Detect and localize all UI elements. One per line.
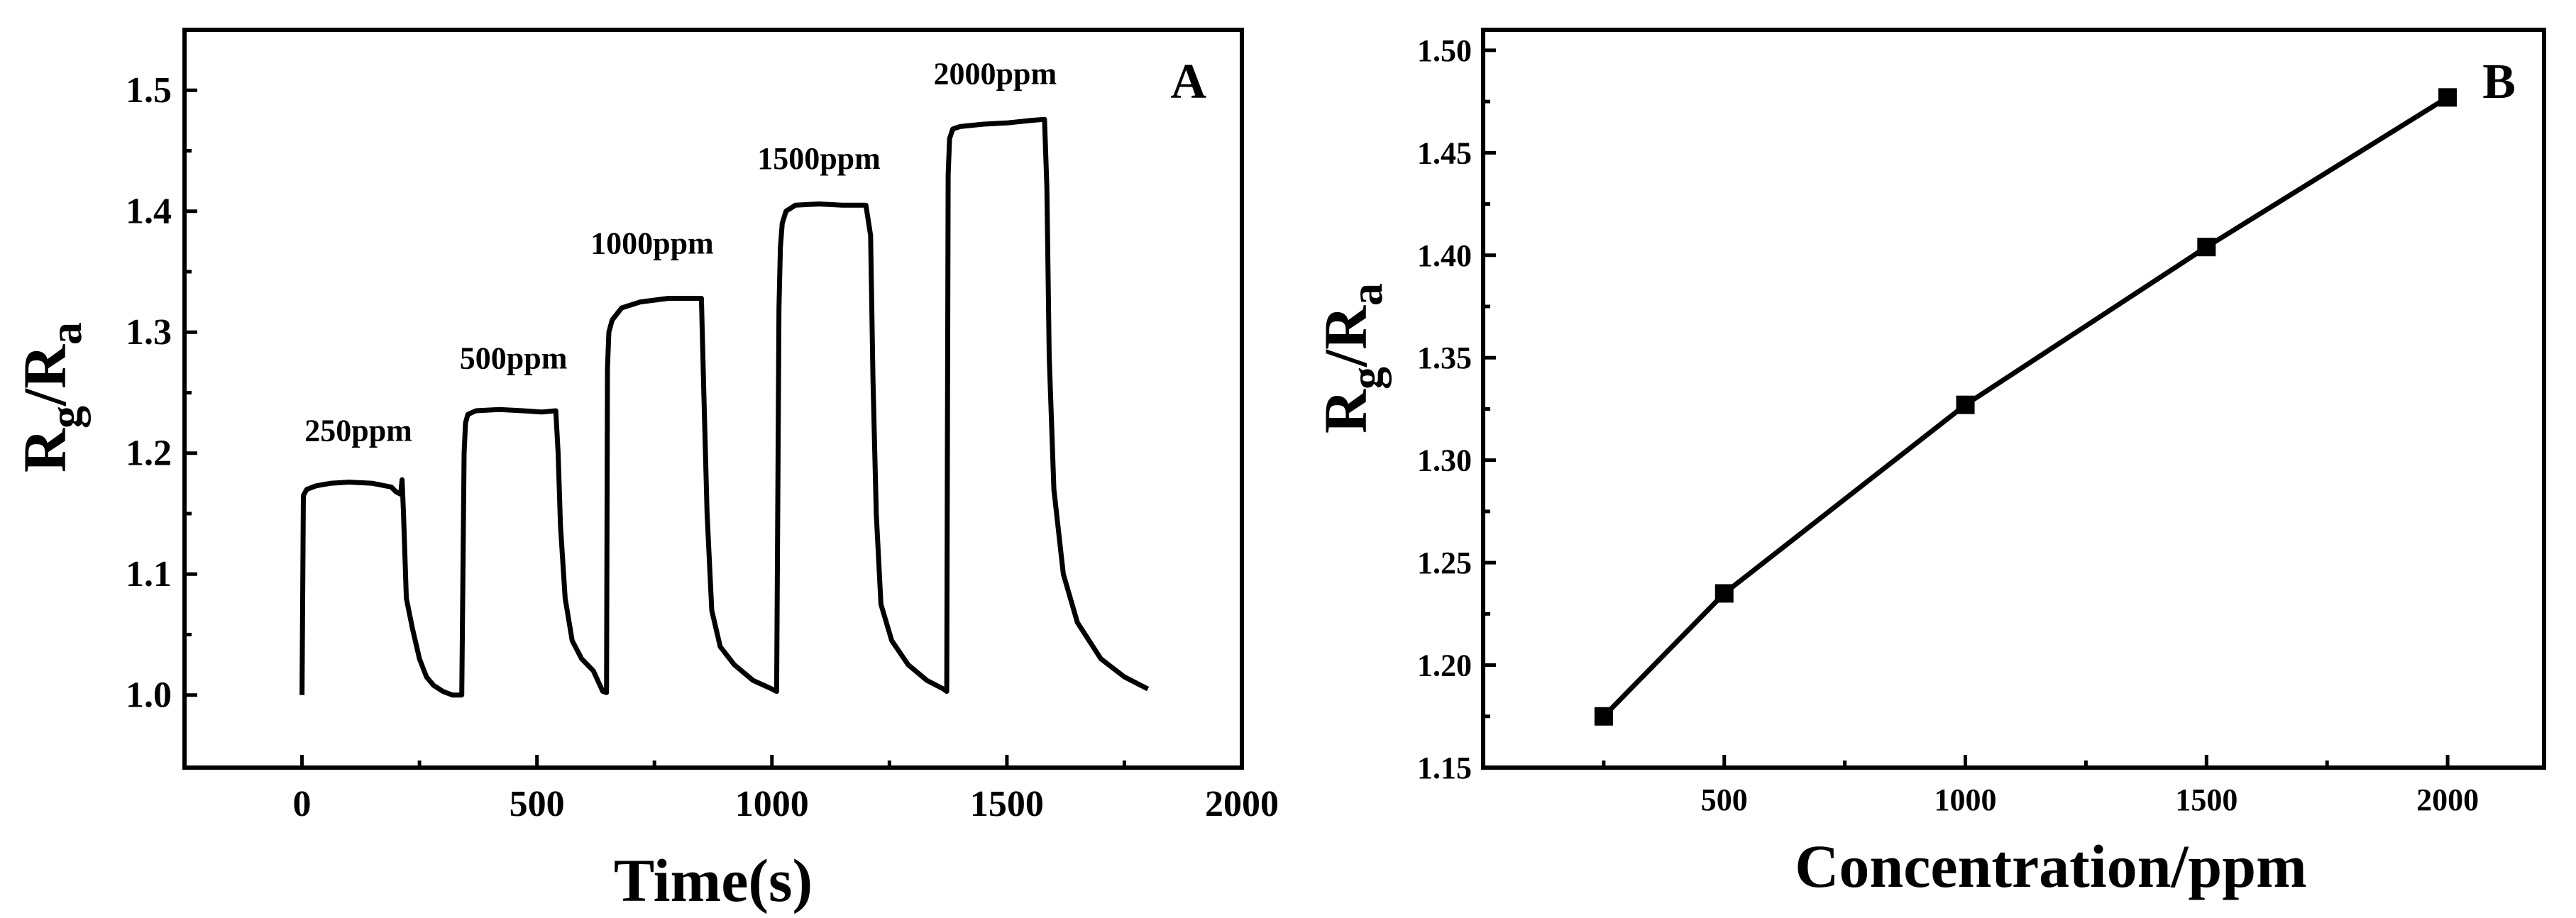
chart-a-x-tick-label: 2000 (1205, 784, 1279, 824)
chart-b-data-point (2438, 88, 2457, 107)
chart-a-x-tick-label: 0 (293, 784, 312, 824)
chart-a-y-axis: 1.0 1.1 1.2 1.3 1.4 1.5 (126, 70, 197, 716)
chart-b-x-axis: 500 1000 1500 2000 (1602, 755, 2479, 817)
chart-b-data-point (1594, 707, 1613, 726)
chart-a-y-title-sub-a: a (40, 322, 91, 345)
chart-b-x-tick-label: 1000 (1934, 782, 1997, 817)
chart-b-plot-frame (1481, 28, 2546, 770)
chart-b-y-tick-label: 1.40 (1417, 238, 1472, 273)
chart-a-y-tick-label: 1.3 (126, 312, 172, 353)
chart-b-y-tick-label: 1.25 (1417, 546, 1472, 580)
chart-b-y-tick-label: 1.35 (1417, 341, 1472, 375)
chart-a-y-title-r2: R (11, 344, 79, 389)
chart-b-x-axis-title: Concentration/ppm (1795, 832, 2306, 900)
chart-b-markers (1594, 88, 2457, 726)
chart-a-annotation: 1500ppm (757, 141, 881, 176)
chart-a-annotation: 2000ppm (934, 57, 1057, 92)
chart-a-y-axis-title: Rg/Ra (11, 322, 91, 472)
chart-a-y-title-slash: / (11, 388, 79, 407)
chart-b-y-axis: 1.15 1.20 1.25 1.30 1.35 1.40 1.45 1.50 (1417, 33, 1496, 785)
chart-b-y-tick-label: 1.20 (1417, 648, 1472, 683)
chart-b-x-tick-label: 2000 (2416, 782, 2479, 817)
chart-a-annotation: 500ppm (460, 341, 568, 375)
chart-a-y-tick-label: 1.0 (126, 675, 172, 716)
chart-a-x-axis: 0 500 1000 1500 2000 (182, 755, 1279, 824)
chart-a-x-tick-label: 500 (510, 784, 565, 824)
chart-a-annotation: 250ppm (304, 414, 412, 448)
chart-a-y-tick-label: 1.5 (126, 70, 172, 111)
chart-b-y-title-r2: R (1311, 305, 1380, 350)
chart-b-y-tick-label: 1.50 (1417, 33, 1472, 68)
chart-b-y-axis-title: Rg/Ra (1311, 283, 1392, 433)
chart-b-y-title-r: R (1311, 389, 1380, 433)
chart-b-data-point (2197, 238, 2216, 257)
chart-a-y-title-sub-g: g (40, 406, 91, 428)
chart-a-y-tick-label: 1.2 (126, 433, 172, 474)
chart-a-x-tick-label: 1500 (970, 784, 1044, 824)
chart-b-data-point (1956, 395, 1975, 414)
chart-a-annotation: 1000ppm (590, 226, 714, 260)
chart-a-panel-label: A (1170, 55, 1206, 109)
chart-a-plot-frame (182, 28, 1244, 770)
chart-b-y-title-sub-g: g (1341, 367, 1392, 389)
chart-a-annotations: 250ppm 500ppm 1000ppm 1500ppm 2000ppm (304, 57, 1057, 448)
chart-b-y-tick-label: 1.45 (1417, 136, 1472, 170)
chart-b-y-tick-label: 1.30 (1417, 443, 1472, 478)
chart-b-series-line (1602, 95, 2449, 719)
chart-b: 1.15 1.20 1.25 1.30 1.35 1.40 1.45 1.50 500 1000… (1311, 28, 2546, 900)
chart-b-data-point (1714, 584, 1734, 603)
chart-a-y-tick-label: 1.1 (126, 554, 172, 595)
chart-b-panel-label: B (2482, 55, 2516, 109)
chart-a: 1.0 1.1 1.2 1.3 1.4 1.5 0 500 1000 1500 2000 250p… (11, 28, 1279, 914)
chart-b-y-title-slash: / (1311, 349, 1380, 367)
chart-a-y-title-r: R (11, 428, 79, 472)
chart-a-x-tick-label: 1000 (735, 784, 809, 824)
chart-a-series-line (299, 116, 1150, 698)
chart-a-x-axis-title: Time(s) (614, 846, 813, 914)
chart-b-y-title-sub-a: a (1341, 283, 1392, 306)
chart-b-x-tick-label: 1500 (2175, 782, 2238, 817)
chart-a-y-tick-label: 1.4 (126, 192, 172, 232)
chart-b-x-tick-label: 500 (1701, 782, 1748, 817)
chart-b-y-tick-label: 1.15 (1417, 751, 1472, 785)
